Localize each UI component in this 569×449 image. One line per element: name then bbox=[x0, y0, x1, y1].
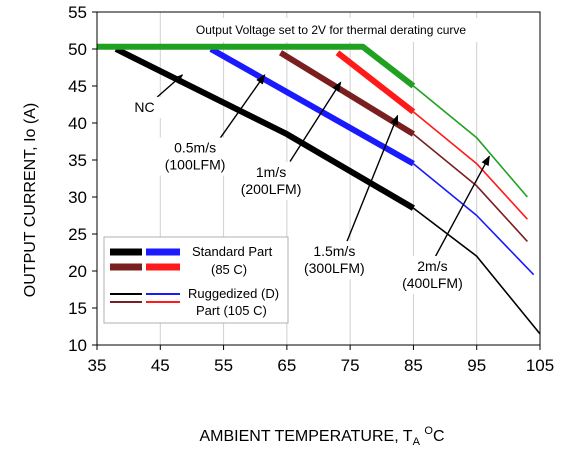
x-tick-label: 105 bbox=[526, 356, 554, 375]
x-tick-label: 45 bbox=[151, 356, 170, 375]
x-tick-label: 95 bbox=[467, 356, 486, 375]
x-tick-label: 75 bbox=[341, 356, 360, 375]
plot-frame bbox=[96, 11, 541, 346]
annotation-label: (100LFM) bbox=[165, 157, 226, 173]
legend-standard-label-2: (85 C) bbox=[211, 262, 247, 277]
series-ruggedized-line bbox=[412, 85, 528, 198]
x-tick-label: 35 bbox=[88, 356, 107, 375]
annotation-arrow bbox=[346, 114, 399, 242]
annotation-arrow bbox=[219, 74, 266, 139]
annotation-arrow bbox=[156, 74, 184, 98]
tick-labels: 35 45 55 65 75 85 95 105 10 15 20 25 30 35 40 45 50 55 bbox=[68, 3, 554, 375]
annotation-bg bbox=[158, 137, 233, 176]
x-axis-title-sup: O bbox=[424, 425, 433, 437]
y-axis-title: OUTPUT CURRENT, Io (A) bbox=[22, 103, 39, 297]
y-tick-label: 10 bbox=[68, 336, 87, 355]
y-tick-label: 15 bbox=[68, 299, 87, 318]
x-axis-title-unit: C bbox=[433, 428, 445, 445]
y-tick-label: 45 bbox=[68, 77, 87, 96]
annotation-label: (300LFM) bbox=[304, 260, 365, 276]
axes bbox=[92, 11, 541, 350]
series-standard-line bbox=[114, 46, 415, 211]
x-axis-title: AMBIENT TEMPERATURE, TA OC bbox=[200, 425, 445, 448]
annotation-label: (200LFM) bbox=[241, 181, 302, 197]
x-axis-title-main: AMBIENT TEMPERATURE, T bbox=[200, 428, 413, 445]
annotation-bg bbox=[395, 256, 470, 294]
legend-rugged-label-2: Part (105 C) bbox=[196, 303, 267, 318]
annotation-label: NC bbox=[134, 99, 154, 115]
series-standard-line bbox=[335, 50, 416, 115]
annotation-bg bbox=[297, 241, 372, 280]
y-tick-label: 55 bbox=[68, 3, 87, 22]
series-ruggedized-line bbox=[412, 207, 541, 335]
legend: Standard Part (85 C) Ruggedized (D) Part… bbox=[103, 236, 289, 324]
series-ruggedized-line bbox=[412, 163, 535, 276]
annotation-label: 1.5m/s bbox=[313, 243, 355, 259]
x-tick-label: 85 bbox=[404, 356, 423, 375]
legend-standard-label-1: Standard Part bbox=[192, 244, 273, 259]
x-tick-label: 65 bbox=[277, 356, 296, 375]
series-standard-line bbox=[97, 43, 416, 89]
legend-rugged-label-1: Ruggedized (D) bbox=[188, 286, 279, 301]
y-tick-label: 25 bbox=[68, 225, 87, 244]
annotation-label: 0.5m/s bbox=[174, 140, 216, 156]
annotation-bg bbox=[107, 96, 182, 118]
series-ruggedized-line bbox=[412, 111, 528, 220]
annotation-label: 2m/s bbox=[417, 258, 447, 274]
annotation-arrow bbox=[289, 81, 342, 162]
annotation-bg bbox=[234, 162, 309, 201]
series-ruggedized-line bbox=[412, 133, 528, 242]
x-axis-title-sub: A bbox=[413, 436, 421, 448]
note-text: Output Voltage set to 2V for thermal der… bbox=[196, 23, 466, 37]
y-tick-label: 50 bbox=[68, 40, 87, 59]
y-tick-label: 30 bbox=[68, 188, 87, 207]
y-tick-label: 35 bbox=[68, 151, 87, 170]
x-tick-label: 55 bbox=[214, 356, 233, 375]
y-tick-label: 40 bbox=[68, 114, 87, 133]
note-box: Output Voltage set to 2V for thermal der… bbox=[169, 18, 493, 42]
y-tick-label: 20 bbox=[68, 262, 87, 281]
annotation-label: (400LFM) bbox=[402, 275, 463, 291]
annotations: NC 0.5m/s(100LFM) 1m/s(200LFM) 1.5m/s(300LF… bbox=[107, 74, 490, 294]
annotation-arrow bbox=[434, 155, 490, 257]
annotation-label: 1m/s bbox=[256, 164, 286, 180]
series-standard-line bbox=[209, 46, 415, 167]
